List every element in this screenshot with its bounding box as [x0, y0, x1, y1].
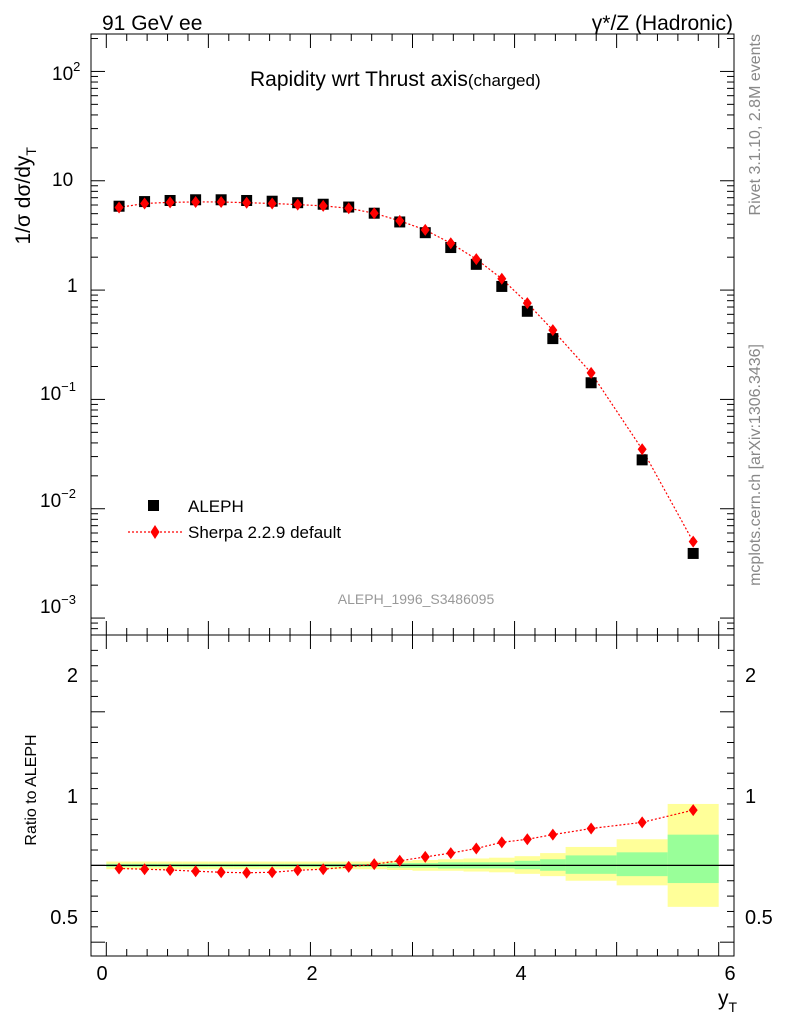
ratio-mc-point: [344, 860, 354, 873]
main-title: Rapidity wrt Thrust axis(charged): [250, 68, 541, 91]
ratio-plot-frame: [90, 634, 735, 957]
legend-mc-marker: [150, 525, 160, 539]
ratio-mc-point: [318, 863, 328, 876]
x-axis-label-text: y: [718, 987, 729, 1010]
mc-point: [446, 237, 456, 250]
y-tick-exp-1e-2: −2: [61, 486, 76, 501]
ratio-mc-point: [586, 822, 596, 835]
main-plot-frame: [90, 33, 735, 636]
mc-point: [688, 535, 698, 548]
mc-point: [471, 253, 481, 266]
data-point: [496, 280, 508, 292]
mc-point: [586, 366, 596, 379]
ratio-mc-point: [140, 863, 150, 876]
analysis-id: ALEPH_1996_S3486095: [338, 591, 495, 607]
ratio-mc-point: [548, 828, 558, 841]
mc-point: [267, 197, 277, 210]
y-tick-exp-1e-3: −3: [61, 592, 76, 607]
ratio-mc-point: [165, 863, 175, 876]
ratio-mc-point: [471, 842, 481, 855]
ratio-tick-label-2-left: 2: [67, 665, 78, 687]
rivet-label: Rivet 3.1.10, 2.8M events: [747, 34, 764, 215]
mc-point: [318, 199, 328, 212]
legend-data-marker: [148, 500, 159, 511]
mc-point: [114, 201, 124, 214]
data-point: [636, 454, 648, 466]
ratio-mc-point: [216, 866, 226, 879]
x-tick-label-0: 0: [96, 963, 107, 985]
legend-data-label: ALEPH: [188, 497, 244, 516]
ratio-mc-point: [267, 866, 277, 879]
ratio-y-tick-labels: 2 1 0.5 2 1 0.5: [50, 665, 773, 929]
mc-point: [344, 202, 354, 215]
header-right: γ*/Z (Hadronic): [592, 12, 733, 35]
y-tick-label-1e2: 102: [52, 59, 80, 85]
ratio-mc-point: [522, 833, 532, 846]
mc-point: [242, 196, 252, 209]
mc-point: [637, 443, 647, 456]
ratio-tick-label-05-left: 0.5: [50, 907, 78, 929]
mc-point: [548, 324, 558, 337]
mc-point: [497, 272, 507, 285]
ratio-mc-point: [420, 850, 430, 863]
ratio-mc-point: [293, 864, 303, 877]
x-axis-label: yT: [718, 987, 738, 1015]
y-tick-exp-1e-1: −1: [61, 379, 76, 394]
mc-point: [395, 214, 405, 227]
mc-point: [293, 198, 303, 211]
main-y-tick-labels: 102 10 1 10−1 10−2 10−3: [40, 59, 80, 618]
x-tick-labels: 0 2 4 6: [96, 963, 735, 985]
data-point: [547, 333, 559, 345]
ratio-ylabel: Ratio to ALEPH: [23, 734, 40, 845]
ratio-mc-point: [637, 816, 647, 829]
data-point: [687, 547, 699, 559]
ratio-mc-point: [114, 862, 124, 875]
x-tick-label-6: 6: [724, 963, 735, 985]
y-tick-label-1e-3: 10−3: [40, 592, 76, 618]
x-tick-label-4: 4: [515, 963, 526, 985]
mc-point: [140, 197, 150, 210]
ratio-mc-point: [497, 836, 507, 849]
legend: ALEPH Sherpa 2.2.9 default: [128, 497, 341, 542]
mc-point: [522, 297, 532, 310]
main-ylabel-sub: T: [23, 147, 39, 156]
legend-mc-label: Sherpa 2.2.9 default: [188, 523, 341, 542]
main-ylabel: 1/σ dσ/dyT: [12, 147, 39, 245]
y-tick-label-1e-2: 10−2: [40, 486, 76, 512]
header-left: 91 GeV ee: [102, 12, 202, 35]
y-tick-label-10: 10: [52, 170, 73, 191]
ratio-band-stat: [616, 852, 668, 877]
mc-point: [369, 207, 379, 220]
y-tick-label-1e-1: 10−1: [40, 379, 76, 405]
mc-point: [216, 195, 226, 208]
ratio-tick-label-05-right: 0.5: [745, 907, 773, 929]
ratio-tick-label-1-right: 1: [745, 786, 756, 808]
data-point: [521, 305, 533, 317]
ratio-mc-line: [119, 809, 694, 874]
mc-line: [118, 201, 694, 542]
y-tick-exp-1e2: 2: [73, 59, 80, 74]
mc-point: [165, 196, 175, 209]
ratio-mc-point: [688, 804, 698, 817]
ratio-band-stat: [667, 834, 719, 884]
ratio-mc-point: [446, 847, 456, 860]
mc-point: [420, 223, 430, 236]
y-tick-label-1: 1: [67, 276, 78, 297]
ratio-mc-point: [395, 854, 405, 867]
mc-point: [191, 195, 201, 208]
ratio-tick-label-1-left: 1: [67, 786, 78, 808]
data-point: [585, 377, 597, 389]
ratio-mc-point: [369, 858, 379, 871]
mcplots-label: mcplots.cern.ch [arXiv:1306.3436]: [747, 344, 764, 586]
ratio-tick-label-2-right: 2: [745, 665, 756, 687]
x-tick-label-2: 2: [306, 963, 317, 985]
x-axis-label-sub: T: [729, 999, 738, 1015]
main-ylabel-text: 1/σ dσ/dy: [12, 155, 35, 244]
ratio-mc-point: [191, 865, 201, 878]
main-title-text: Rapidity wrt Thrust axis: [250, 68, 468, 91]
ratio-mc-point: [242, 866, 252, 879]
main-title-suffix: (charged): [468, 71, 541, 90]
ratio-band-stat: [565, 855, 617, 874]
